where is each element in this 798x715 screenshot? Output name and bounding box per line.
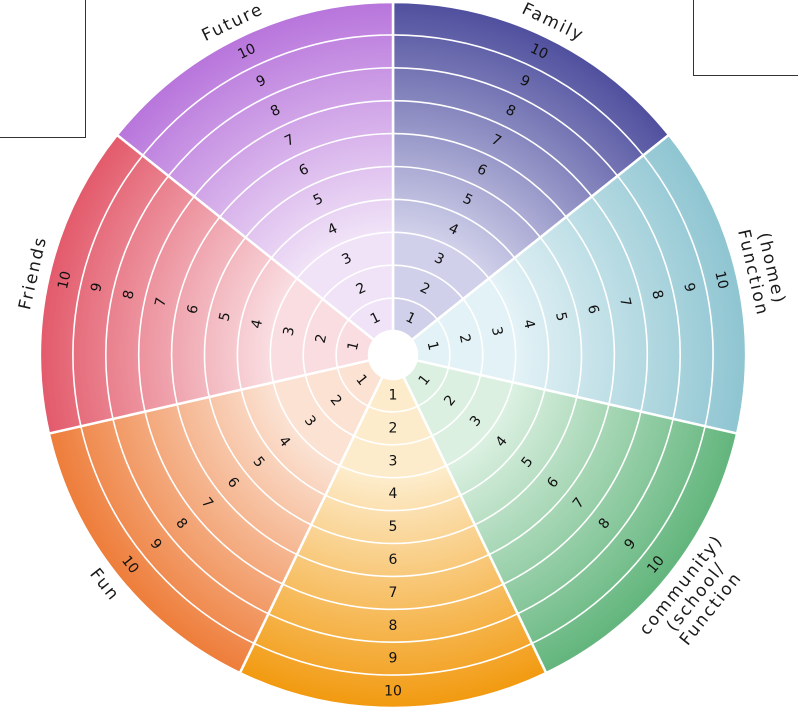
ring-number-fitness-5: 5 [389, 519, 398, 535]
ring-number-friends-1: 1 [345, 340, 363, 352]
ring-number-function-home-5: 5 [552, 311, 570, 323]
ring-number-family-10: 10 [528, 41, 551, 63]
ring-divider [104, 66, 682, 644]
ring-number-friends-4: 4 [249, 318, 267, 330]
ring-number-fitness-2: 2 [389, 420, 398, 436]
ring-number-function-home-3: 3 [488, 325, 506, 337]
ring-number-friends-10: 10 [55, 270, 75, 291]
ring-number-friends-6: 6 [184, 303, 202, 315]
ring-number-friends-2: 2 [313, 333, 331, 345]
corner-box-right [693, 0, 798, 76]
ring-dividers [72, 34, 714, 676]
ring-divider [170, 132, 616, 578]
ring-number-friends-9: 9 [88, 281, 106, 293]
ring-number-function-home-10: 10 [711, 270, 731, 291]
ring-number-fitness-6: 6 [389, 552, 398, 568]
wheel-sectors [38, 0, 748, 710]
ring-number-fitness-8: 8 [389, 618, 398, 634]
ring-divider [137, 99, 649, 611]
ring-divider [335, 297, 451, 413]
ring-divider [236, 198, 550, 512]
wheel-hub [368, 330, 418, 380]
ring-number-function-home-7: 7 [616, 296, 634, 308]
ring-number-function-home-8: 8 [648, 289, 666, 301]
ring-number-function-home-9: 9 [680, 281, 698, 293]
ring-number-fitness-9: 9 [389, 651, 398, 667]
ring-divider [72, 34, 714, 676]
ring-divider [203, 165, 583, 545]
ring-number-function-home-6: 6 [584, 303, 602, 315]
corner-box-left [0, 0, 86, 138]
ring-number-fitness-10: 10 [384, 684, 402, 700]
ring-number-friends-8: 8 [120, 289, 138, 301]
ring-number-friends-7: 7 [152, 296, 170, 308]
ring-number-friends-3: 3 [281, 325, 299, 337]
ring-number-fitness-3: 3 [389, 453, 398, 469]
ring-number-friends-5: 5 [216, 311, 234, 323]
ring-number-function-home-1: 1 [424, 340, 442, 352]
ring-number-fitness-1: 1 [389, 387, 398, 403]
ring-number-fitness-4: 4 [389, 486, 398, 502]
ring-number-function-home-2: 2 [456, 333, 474, 345]
ring-divider [269, 231, 517, 479]
ring-number-function-home-4: 4 [520, 318, 538, 330]
ring-number-fitness-7: 7 [389, 585, 398, 601]
ring-divider [302, 264, 484, 446]
ring-number-future-10: 10 [235, 41, 258, 63]
